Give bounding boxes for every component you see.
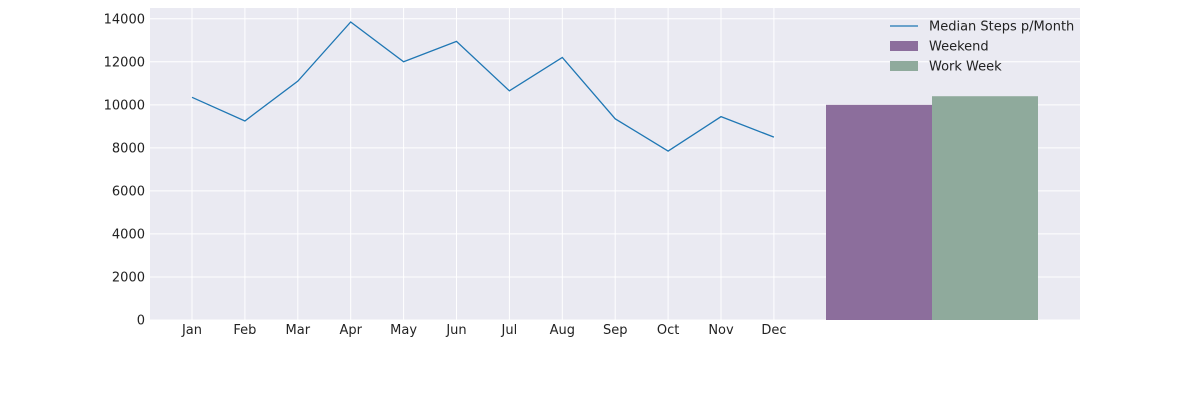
line-median-steps — [191, 21, 775, 152]
bars — [826, 96, 1038, 321]
y-tick-label: 14000 — [104, 12, 145, 27]
y-tick-label: 4000 — [112, 227, 145, 242]
x-tick-label: Jun — [445, 323, 466, 338]
x-tick-label: Jan — [181, 323, 202, 338]
x-tick-label: Dec — [761, 323, 786, 338]
x-tick-label: Apr — [339, 323, 362, 338]
x-axis-ticks: Jan Feb Mar Apr May Jun Jul Aug Sep Oct Nov Dec — [181, 323, 787, 338]
legend-label: Work Week — [929, 60, 1002, 75]
x-tick-label: Jul — [501, 323, 518, 338]
legend-label: Median Steps p/Month — [929, 20, 1074, 35]
x-tick-label: Oct — [657, 323, 679, 338]
line-series — [191, 21, 775, 152]
legend-patch-swatch — [890, 61, 918, 71]
legend: Median Steps p/Month Weekend Work Week — [890, 20, 1074, 75]
legend-label: Weekend — [929, 40, 989, 55]
y-tick-label: 0 — [137, 314, 145, 329]
y-tick-label: 2000 — [112, 270, 145, 285]
x-tick-label: Feb — [233, 323, 256, 338]
legend-patch-swatch — [890, 41, 918, 51]
x-tick-label: Aug — [550, 323, 575, 338]
y-tick-label: 12000 — [104, 55, 145, 70]
x-tick-label: Mar — [286, 323, 311, 338]
bar-weekend — [826, 104, 932, 321]
x-tick-label: Sep — [603, 323, 628, 338]
bar-work-week — [932, 96, 1038, 320]
y-tick-label: 6000 — [112, 184, 145, 199]
gridlines — [150, 8, 1080, 321]
y-axis-ticks: 0 2000 4000 6000 8000 10000 12000 14000 — [104, 12, 145, 328]
y-tick-label: 8000 — [112, 141, 145, 156]
x-tick-label: May — [390, 323, 417, 338]
x-tick-label: Nov — [708, 323, 734, 338]
y-tick-label: 10000 — [104, 98, 145, 113]
